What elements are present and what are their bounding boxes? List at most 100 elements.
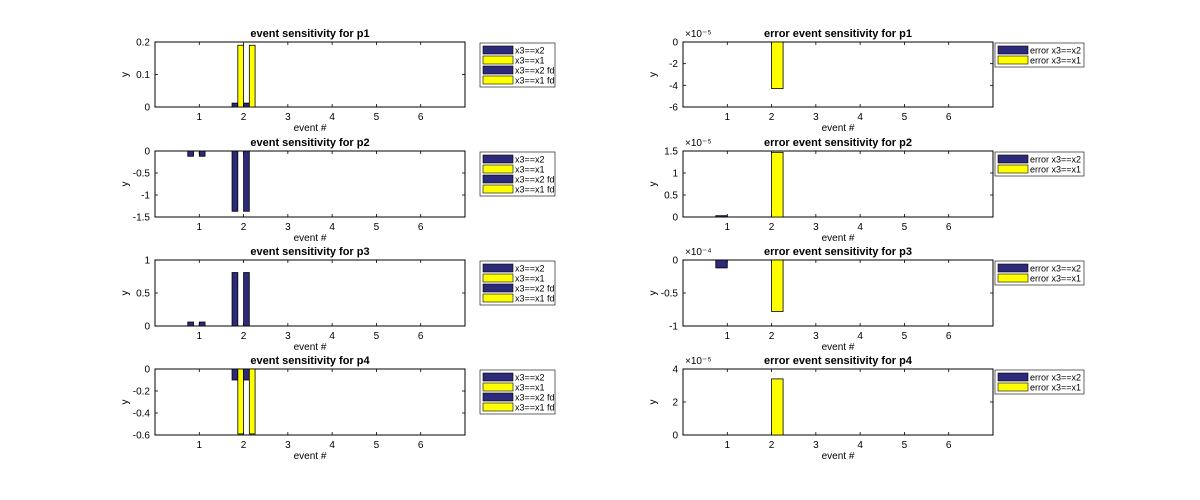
- plot-area: [682, 41, 994, 108]
- legend-swatch: [482, 263, 514, 273]
- x-tick-label: 1: [725, 331, 731, 342]
- y-tick-label: 0.2: [136, 38, 150, 49]
- legend-swatch: [997, 55, 1029, 65]
- y-axis-label: y: [120, 291, 131, 296]
- legend-swatch: [482, 382, 514, 392]
- legend-swatch: [482, 164, 514, 174]
- x-axis-label: event #: [822, 342, 855, 353]
- y-axis-label: y: [120, 182, 131, 187]
- legend-entry: x3==x1: [515, 165, 545, 175]
- legend-swatch: [482, 293, 514, 303]
- legend-entry: x3==x1 fd: [515, 403, 555, 413]
- legend-entry: x3==x1: [515, 56, 545, 66]
- legend-entry: x3==x1: [515, 383, 545, 393]
- x-tick-label: 2: [769, 331, 775, 342]
- y-tick-label: -2: [669, 59, 678, 70]
- subplot-2: 1 2 3 4 5 6 -6 -4 -2 0 error event sensitivity for…: [648, 28, 1085, 134]
- y-tick-label: -0.6: [133, 431, 151, 442]
- legend-swatch: [482, 154, 514, 164]
- legend-swatch: [482, 45, 514, 55]
- x-tick-label: 1: [197, 331, 203, 342]
- legend-swatch: [997, 263, 1029, 273]
- legend-swatch: [482, 75, 514, 85]
- legend-entry: x3==x1: [515, 274, 545, 284]
- x-tick-label: 6: [418, 112, 424, 123]
- y-tick-label: 1: [672, 169, 678, 180]
- x-tick-label: 4: [329, 331, 335, 342]
- x-tick-label: 5: [374, 222, 380, 233]
- x-tick-label: 3: [285, 331, 291, 342]
- x-axis-label: event #: [822, 123, 855, 134]
- plot-area: [154, 368, 466, 436]
- x-tick-label: 5: [374, 112, 380, 123]
- y-axis-label: y: [648, 291, 659, 296]
- legend-swatch: [997, 382, 1029, 392]
- bar: [187, 150, 194, 157]
- x-tick-label: 1: [725, 112, 731, 123]
- x-tick-label: 6: [946, 222, 952, 233]
- y-axis-label: y: [120, 400, 131, 405]
- x-tick-label: 1: [197, 440, 203, 451]
- x-tick-label: 4: [857, 112, 863, 123]
- legend-entry: x3==x2: [515, 373, 545, 383]
- exponent-label: ×10⁻⁵: [685, 138, 711, 149]
- x-tick-label: 1: [197, 112, 203, 123]
- legend-swatch: [482, 55, 514, 65]
- legend-entry: error x3==x2: [1030, 264, 1081, 274]
- legend-entry: x3==x2 fd: [515, 66, 555, 76]
- bar: [231, 102, 239, 108]
- plot-area: [154, 259, 466, 327]
- subplot-title: error event sensitivity for p1: [764, 28, 912, 40]
- y-tick-label: -0.5: [133, 169, 151, 180]
- legend-entry: error x3==x1: [1030, 56, 1081, 66]
- legend-swatch: [482, 392, 514, 402]
- plot-area: [154, 150, 466, 218]
- y-tick-label: 1: [144, 256, 150, 267]
- legend-swatch: [997, 164, 1029, 174]
- x-tick-label: 2: [241, 112, 247, 123]
- x-axis-label: event #: [822, 451, 855, 462]
- x-tick-label: 6: [946, 331, 952, 342]
- subplot-3: 1 2 3 4 5 6 -1.5 -1 -0.5 0 event sensitivity for p…: [120, 137, 556, 244]
- x-tick-label: 1: [725, 222, 731, 233]
- bar: [243, 102, 250, 108]
- legend-entry: error x3==x2: [1030, 155, 1081, 165]
- x-tick-label: 2: [769, 222, 775, 233]
- bar: [715, 259, 728, 269]
- x-axis-label: event #: [294, 342, 327, 353]
- bar: [231, 368, 239, 381]
- x-tick-label: 6: [418, 331, 424, 342]
- x-tick-label: 6: [418, 440, 424, 451]
- bar: [237, 368, 244, 435]
- legend-swatch: [482, 402, 514, 412]
- x-tick-label: 2: [241, 440, 247, 451]
- subplot-6: 1 2 3 4 5 6 -1 -0.5 0 error event sensitivity for…: [648, 246, 1085, 353]
- x-tick-label: 3: [285, 440, 291, 451]
- x-tick-label: 4: [329, 440, 335, 451]
- plot-area: [682, 368, 994, 436]
- y-tick-label: -1.5: [133, 213, 151, 224]
- x-tick-label: 5: [902, 112, 908, 123]
- subplot-title: error event sensitivity for p2: [764, 137, 912, 149]
- y-tick-label: 0.1: [136, 70, 150, 81]
- bar: [248, 44, 256, 108]
- x-tick-label: 5: [374, 440, 380, 451]
- x-tick-label: 4: [857, 331, 863, 342]
- y-tick-label: -1: [141, 191, 150, 202]
- y-tick-label: 0: [672, 431, 678, 442]
- subplot-title: event sensitivity for p3: [250, 246, 369, 258]
- legend-entry: x3==x2: [515, 264, 545, 274]
- x-tick-label: 3: [813, 112, 819, 123]
- subplot-title: event sensitivity for p1: [250, 28, 369, 40]
- subplot-4: 1 2 3 4 5 6 0 0.5 1 1.5 error event sensitivity fo…: [648, 137, 1085, 244]
- legend-entry: error x3==x1: [1030, 165, 1081, 175]
- y-tick-label: 0: [672, 256, 678, 267]
- legend-swatch: [482, 174, 514, 184]
- x-tick-label: 5: [902, 222, 908, 233]
- y-tick-label: -0.4: [133, 409, 151, 420]
- y-tick-label: 0: [144, 322, 150, 333]
- legend-swatch: [482, 283, 514, 293]
- x-tick-label: 6: [946, 440, 952, 451]
- legend-entry: x3==x2: [515, 155, 545, 165]
